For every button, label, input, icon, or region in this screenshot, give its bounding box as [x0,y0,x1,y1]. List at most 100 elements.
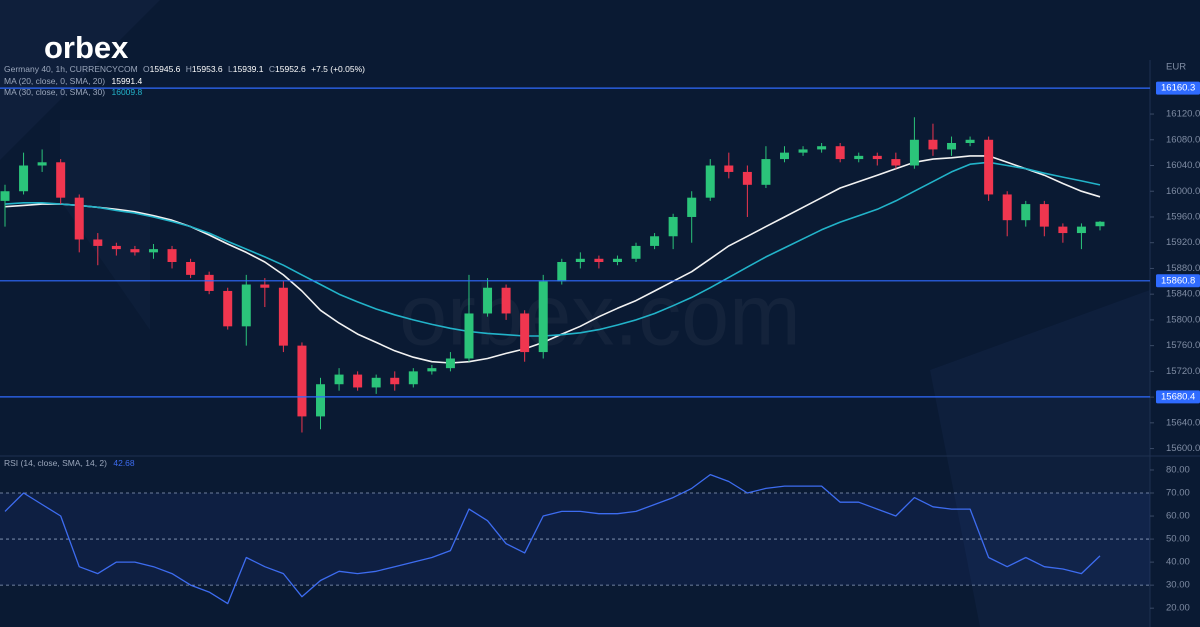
candle-body [445,358,455,369]
candle-body [594,258,604,263]
candle-body [223,290,233,327]
y-tick-label: 16040.0 [1166,160,1200,171]
candle-body [984,139,994,195]
candle-body [316,384,326,417]
candle-body [1076,226,1086,234]
y-tick-label: 15760.0 [1166,340,1200,351]
y-tick-label: 16120.0 [1166,109,1200,120]
legend-entry: MA (30, close, 0, SMA, 30) 16009.8 [4,87,142,97]
decor-shape [0,0,160,160]
legend-value: 42.68 [113,458,135,468]
series-line [4,161,1101,337]
candle-body [612,258,622,263]
ohlc-key: L [228,64,233,74]
level-label-box [1156,81,1200,95]
legend-label: RSI (14, close, SMA, 14, 2) [4,458,107,468]
legend-entry: MA (20, close, 0, SMA, 20) 15991.4 [4,76,142,86]
y-tick-label: 15720.0 [1166,366,1200,377]
candle-body [241,284,251,327]
level-label-box [1156,274,1200,288]
candle-body [353,374,363,388]
candle-body [483,287,493,314]
candle-body [186,262,196,275]
y-tick-label: 20.00 [1166,603,1190,614]
candle-body [724,165,734,172]
legend-value: 15991.4 [111,76,142,86]
candle-body [0,191,10,201]
candle-body [1021,204,1031,221]
candle-body [668,216,678,237]
candle-body [947,142,957,150]
candle-body [909,139,919,166]
y-tick-label: 40.00 [1166,557,1190,568]
ohlc-key: C [269,64,275,74]
candle-body [854,155,864,160]
candle-body [464,313,474,359]
candle-body [965,139,975,143]
candle-body [297,345,307,417]
candle-body [1002,194,1012,221]
y-tick-label: 30.00 [1166,580,1190,591]
price-header: Germany 40, 1h, CURRENCYCOM O15945.6 H 15… [4,64,365,74]
candle-body [687,197,697,217]
decor-shape [60,120,150,330]
y-tick-label: 15920.0 [1166,237,1200,248]
y-tick-label: 15880.0 [1166,263,1200,274]
candle-body [37,162,47,166]
candle-body [520,313,530,353]
legend-label: MA (20, close, 0, SMA, 20) [4,76,105,86]
ohlc-key: H [186,64,192,74]
candle-body [631,245,641,259]
ohlc-value: 15939.1 [233,64,264,74]
candle-body [74,197,84,240]
level-label: 15680.4 [1161,391,1195,402]
candle-body [130,249,140,253]
decor-shape [930,290,1150,627]
candle-body [650,236,660,246]
legend-label: MA (30, close, 0, SMA, 30) [4,87,105,97]
ohlc-value: 15952.6 [275,64,306,74]
y-tick-label: 70.00 [1166,488,1190,499]
candle-body [761,159,771,185]
y-tick-label: 15640.0 [1166,417,1200,428]
ohlc-key: O [143,64,150,74]
y-tick-label: 15960.0 [1166,211,1200,222]
candle-body [111,245,121,250]
candle-body [19,165,29,192]
y-tick-label: 50.00 [1166,534,1190,545]
candle-body [1095,221,1105,227]
candle-body [928,139,938,150]
candle-body [204,274,214,291]
candle-body [835,146,845,160]
logo: orbex [44,30,129,65]
y-tick-label: 80.00 [1166,464,1190,475]
change: +7.5 (+0.05%) [311,64,365,74]
candle-body [538,281,548,353]
y-tick-label: 15800.0 [1166,314,1200,325]
candle-body [1039,204,1049,227]
y-tick-label: 16080.0 [1166,134,1200,145]
symbol: Germany 40, 1h, CURRENCYCOM [4,64,138,74]
level-label-box [1156,390,1200,404]
candle-body [1058,226,1068,234]
y-tick-label: 15600.0 [1166,443,1200,454]
candle-body [779,152,789,160]
legend-value: 16009.8 [111,87,142,97]
y-tick-label: 60.00 [1166,511,1190,522]
candle-body [427,368,437,372]
legend-entry: RSI (14, close, SMA, 14, 2) 42.68 [4,458,135,468]
candle-body [167,249,177,263]
currency-label: EUR [1166,62,1186,73]
series-line [4,473,1101,605]
candle-body [93,239,103,246]
candle-body [371,377,381,388]
candle-body [705,165,715,198]
candle-body [334,374,344,385]
candle-body [742,171,752,185]
rsi-band [0,493,1150,586]
ohlc-value: 15945.6 [150,64,181,74]
candle-body [408,371,418,385]
candle-body [872,155,882,160]
